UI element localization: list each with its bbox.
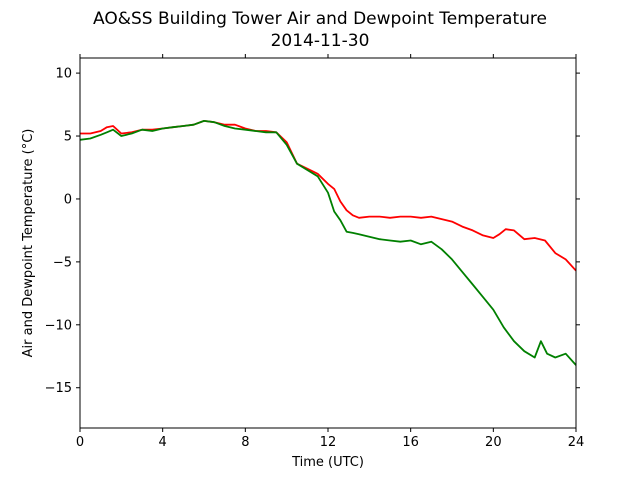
y-tick-label: 10 [55,67,72,82]
x-tick-label: 8 [241,435,249,450]
y-tick-label: −5 [53,255,72,270]
x-tick-label: 20 [485,435,502,450]
series-line-2 [79,120,577,366]
x-tick-label: 16 [402,435,419,450]
chart-subtitle: 2014-11-30 [271,31,370,51]
y-tick-label: −15 [45,381,72,396]
y-axis-label: Air and Dewpoint Temperature (°C) [21,129,36,358]
series-layer [79,120,577,366]
y-tick-label: −10 [45,318,72,333]
x-tick-label: 12 [320,435,337,450]
series-line-1 [80,120,577,272]
y-tick-label: 0 [64,192,72,207]
ticks-layer: 0 4 8 12 16 20 24 10 5 0 −5 −10 −15 [45,54,585,450]
x-tick-label: 4 [159,435,167,450]
plot-frame [79,57,577,429]
x-tick-label: 24 [568,435,585,450]
x-tick-label: 0 [76,435,84,450]
chart-title: AO&SS Building Tower Air and Dewpoint Te… [93,9,547,29]
x-axis-label: Time (UTC) [291,455,364,470]
y-tick-label: 5 [64,130,72,145]
